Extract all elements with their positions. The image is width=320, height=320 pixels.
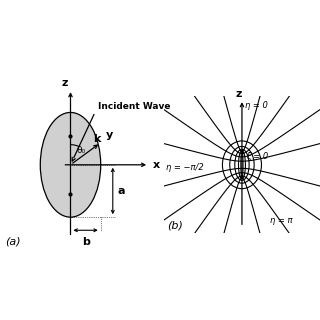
Text: y: y — [106, 130, 113, 140]
Text: θ₀: θ₀ — [76, 146, 85, 155]
Text: (a): (a) — [5, 236, 21, 246]
Text: η = −π/2: η = −π/2 — [166, 163, 204, 172]
Text: z: z — [61, 78, 68, 88]
Text: x: x — [153, 160, 160, 170]
Text: η = 0: η = 0 — [245, 101, 268, 110]
Text: a: a — [118, 186, 125, 196]
Text: z: z — [235, 89, 241, 99]
Text: Incident Wave: Incident Wave — [98, 101, 171, 111]
Text: b: b — [82, 237, 90, 247]
Text: η = π: η = π — [270, 216, 292, 225]
Text: ξ = 0: ξ = 0 — [246, 152, 268, 161]
Ellipse shape — [40, 112, 101, 217]
Text: (b): (b) — [167, 221, 183, 231]
Text: k: k — [92, 134, 100, 144]
